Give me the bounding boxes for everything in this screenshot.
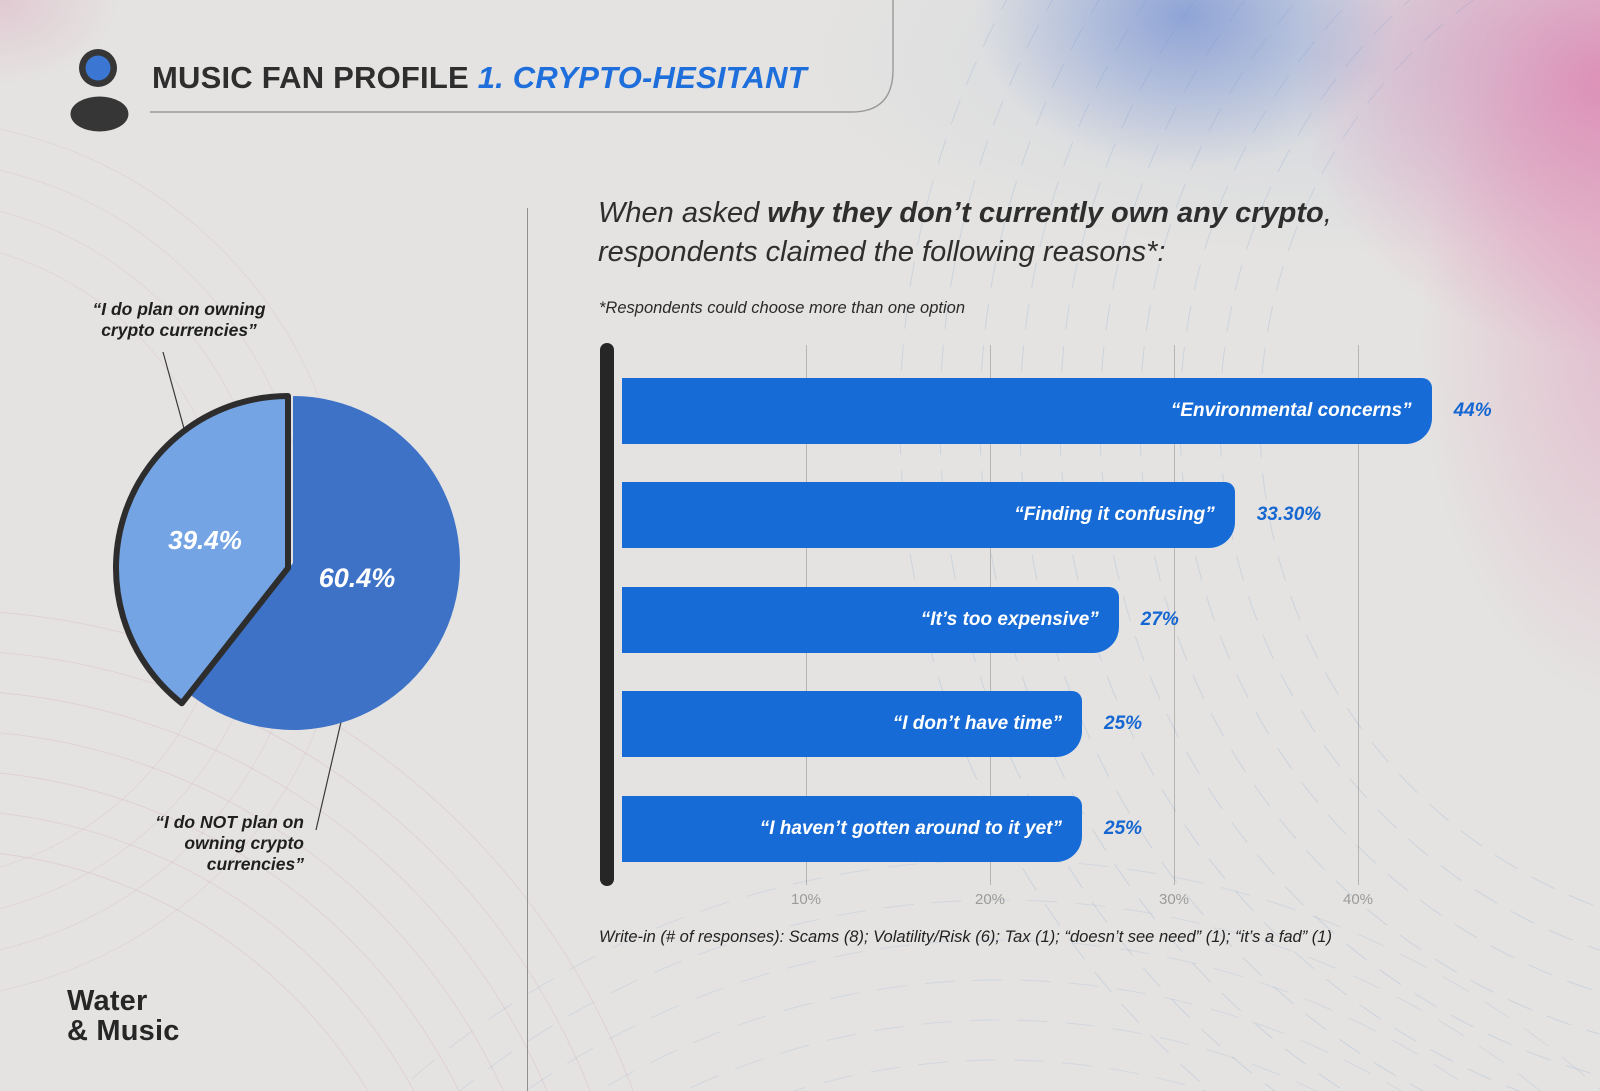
- tick-label-10: 10%: [790, 891, 822, 908]
- chart-footnote: *Respondents could choose more than one …: [599, 299, 966, 317]
- water-and-music-logo: Water & Music: [67, 986, 180, 1046]
- pie-label-not-plan-line2: owning crypto: [184, 833, 304, 853]
- bar-value: 27%: [1140, 609, 1179, 630]
- bar-value: 25%: [1104, 818, 1143, 839]
- y-axis-bar: [600, 343, 614, 886]
- pie-value-plan: 39.4%: [168, 525, 242, 555]
- page-title: MUSIC FAN PROFILE 1. CRYPTO-HESITANT: [152, 60, 807, 96]
- bar-value: 25%: [1104, 713, 1143, 734]
- question-seg2: why they don’t currently own any crypto: [767, 197, 1324, 229]
- tick-label-40: 40%: [1342, 891, 1374, 908]
- bar-row-havent-gotten-around: “I haven’t gotten around to it yet” 25%: [622, 796, 1142, 862]
- bar-label: “Environmental concerns”: [1170, 400, 1412, 421]
- panel-divider: [527, 208, 528, 1091]
- gridline-30: [1174, 345, 1175, 885]
- tick-label-30: 30%: [1158, 891, 1190, 908]
- pie-chart: 39.4% 60.4%: [113, 351, 460, 831]
- writein-note: Write-in (# of responses): Scams (8); Vo…: [599, 928, 1332, 946]
- bar-environmental-concerns: “Environmental concerns”: [622, 378, 1432, 444]
- bar-dont-have-time: “I don’t have time”: [622, 691, 1082, 757]
- pie-label-not-plan-line3: currencies”: [206, 854, 304, 874]
- brand-line1: Water: [67, 985, 148, 1017]
- pie-slice-not-plan: [191, 396, 460, 730]
- pie-label-plan-line1: “I do plan on owning: [92, 299, 266, 319]
- bar-label: “I haven’t gotten around to it yet”: [759, 818, 1062, 839]
- bar-row-dont-have-time: “I don’t have time” 25%: [622, 691, 1142, 757]
- page-title-accent: 1. CRYPTO-HESITANT: [477, 60, 807, 95]
- bar-finding-it-confusing: “Finding it confusing”: [622, 482, 1235, 548]
- pie-slice-plan: [113, 393, 291, 707]
- chart-question-heading: When asked why they don’t currently own …: [598, 194, 1478, 272]
- pie-label-plan-line2: crypto currencies”: [101, 320, 257, 340]
- bar-value: 44%: [1453, 400, 1492, 421]
- page-title-main: MUSIC FAN PROFILE: [152, 60, 469, 95]
- bar-row-environmental-concerns: “Environmental concerns” 44%: [622, 378, 1492, 444]
- pie-label-not-plan: “I do NOT plan on owning crypto currenci…: [148, 812, 304, 875]
- question-seg3: , respondents claimed the following reas…: [598, 197, 1332, 268]
- person-avatar-icon: [70, 49, 129, 132]
- gridline-40: [1358, 345, 1359, 885]
- tick-label-20: 20%: [974, 891, 1006, 908]
- bar-label: “It’s too expensive”: [920, 609, 1099, 630]
- brand-line2: & Music: [67, 1015, 180, 1047]
- question-seg1: When asked: [598, 197, 768, 229]
- pie-label-plan: “I do plan on owning crypto currencies”: [86, 299, 272, 341]
- pie-value-not-plan: 60.4%: [319, 563, 396, 593]
- bar-too-expensive: “It’s too expensive”: [622, 587, 1119, 653]
- bar-value: 33.30%: [1256, 504, 1322, 525]
- bar-label: “I don’t have time”: [892, 713, 1062, 734]
- bar-label: “Finding it confusing”: [1014, 504, 1215, 525]
- bar-row-too-expensive: “It’s too expensive” 27%: [622, 587, 1179, 653]
- pie-label-not-plan-line1: “I do NOT plan on: [155, 812, 304, 832]
- bar-havent-gotten-around: “I haven’t gotten around to it yet”: [622, 796, 1082, 862]
- bar-chart: 10% 20% 30% 40% “Environmental concerns”…: [600, 343, 1492, 908]
- bar-row-finding-it-confusing: “Finding it confusing” 33.30%: [622, 482, 1321, 548]
